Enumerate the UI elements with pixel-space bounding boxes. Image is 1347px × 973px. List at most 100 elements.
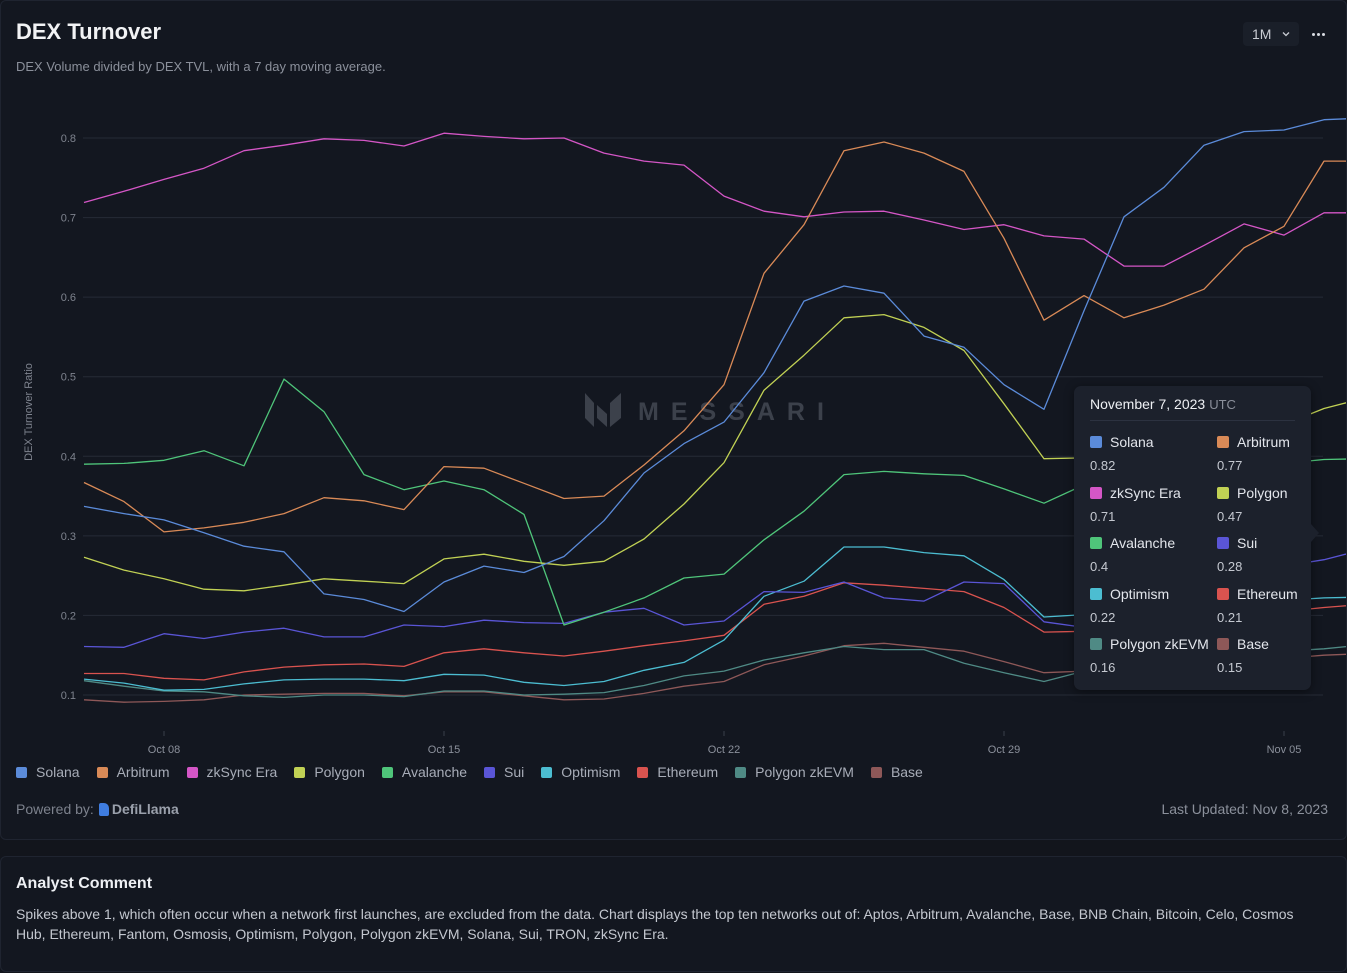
tooltip-item-value: 0.22 — [1090, 609, 1116, 625]
defillama-logo-icon — [98, 802, 109, 816]
y-tick-label: 0.3 — [61, 531, 76, 543]
tooltip-item-name: Ethereum — [1217, 586, 1310, 602]
tooltip-swatch — [1217, 486, 1229, 499]
legend-label: Arbitrum — [116, 764, 170, 780]
tooltip-timezone: UTC — [1209, 397, 1236, 412]
legend-item-polygon-zkevm[interactable]: Polygon zkEVM — [735, 764, 854, 780]
tooltip-series-name: Ethereum — [1237, 585, 1298, 602]
legend-label: Avalanche — [401, 764, 468, 780]
tooltip-series-name: Sui — [1237, 535, 1258, 551]
series-line-zksync-era[interactable] — [83, 132, 1346, 267]
tooltip-item: Ethereum 0.21 — [1217, 586, 1310, 632]
legend-item-arbitrum[interactable]: Arbitrum — [96, 764, 170, 780]
tooltip-swatch — [1090, 638, 1102, 650]
legend-label: zkSync Era — [206, 764, 278, 780]
tooltip-item: Polygon 0.47 — [1217, 485, 1310, 531]
tooltip-swatch — [1217, 436, 1229, 448]
y-axis-ticks: 0.1 0.2 0.3 0.4 0.5 0.6 0.7 0.8 — [61, 133, 76, 702]
tooltip-item: Optimism 0.22 — [1090, 586, 1217, 632]
chart-tooltip: November 7, 2023 UTC Solana 0.82 Arbitrum 0.… — [1074, 386, 1319, 690]
tooltip-item-value: 0.82 — [1090, 458, 1116, 473]
tooltip-item-value: 0.4 — [1090, 559, 1109, 574]
analyst-comment-body: Spikes above 1, which often occur when a… — [16, 906, 1294, 942]
tooltip-item-name: Solana — [1090, 434, 1217, 450]
tooltip-series-name: Optimism — [1110, 585, 1170, 602]
legend-swatch — [186, 766, 198, 778]
tooltip-item-value: 0.15 — [1217, 660, 1243, 675]
legend-swatch — [381, 766, 393, 778]
legend-label: Polygon — [314, 764, 365, 780]
tooltip-swatch — [1090, 436, 1102, 448]
tooltip-item: Polygon zkEVM 0.16 — [1090, 636, 1217, 682]
tooltip-divider — [1090, 420, 1295, 421]
tooltip-swatch — [1090, 537, 1102, 549]
tooltip-item: Avalanche 0.4 — [1090, 535, 1217, 581]
x-tick-label: Oct 29 — [988, 744, 1020, 756]
tooltip-item-value: 0.71 — [1090, 508, 1116, 524]
powered-by: Powered by: DefiLlama — [16, 801, 179, 817]
series-line-solana[interactable] — [83, 118, 1346, 613]
chart-subtitle: DEX Volume divided by DEX TVL, with a 7 … — [16, 59, 386, 74]
x-tick-label: Oct 15 — [428, 744, 460, 756]
tooltip-item-name: Arbitrum — [1217, 434, 1310, 450]
chevron-down-icon — [1282, 32, 1290, 37]
legend-item-optimism[interactable]: Optimism — [541, 764, 620, 780]
time-range-value: 1M — [1252, 26, 1272, 42]
watermark-text: MESSARI — [638, 398, 836, 426]
chart-legend: Solana Arbitrum zkSync Era Polygon Avalanche… — [16, 764, 940, 780]
tooltip-items: Solana 0.82 Arbitrum 0.77 zkSync Era 0.71 Poly… — [1090, 434, 1310, 682]
tooltip-item-value: 0.47 — [1217, 508, 1243, 524]
last-updated: Last Updated: Nov 8, 2023 — [1161, 801, 1328, 817]
tooltip-item-name: Sui — [1217, 535, 1310, 551]
tooltip-swatch — [1217, 537, 1229, 549]
line-chart[interactable]: 0.1 0.2 0.3 0.4 0.5 0.6 0.7 0.8 DEX Turnover Ra… — [1, 1, 1346, 761]
tooltip-item-name: Base — [1217, 636, 1310, 652]
tooltip-item-name: Polygon zkEVM — [1090, 636, 1217, 652]
legend-swatch — [870, 766, 882, 778]
legend-item-avalanche[interactable]: Avalanche — [381, 764, 468, 780]
legend-item-base[interactable]: Base — [870, 764, 923, 780]
tooltip-series-name: Arbitrum — [1237, 434, 1290, 450]
tooltip-swatch — [1090, 587, 1102, 600]
more-horizontal-icon — [1311, 32, 1315, 36]
legend-label: Solana — [36, 764, 80, 780]
legend-item-polygon[interactable]: Polygon — [294, 764, 365, 780]
y-tick-label: 0.1 — [61, 690, 76, 702]
legend-swatch — [735, 766, 747, 778]
tooltip-item-value: 0.28 — [1217, 559, 1243, 574]
legend-item-solana[interactable]: Solana — [16, 764, 80, 780]
legend-label: Sui — [504, 764, 525, 780]
legend-item-zksync-era[interactable]: zkSync Era — [186, 764, 278, 780]
y-axis-label: DEX Turnover Ratio — [23, 363, 35, 461]
x-tick-label: Oct 22 — [708, 744, 740, 756]
tooltip-item-name: Optimism — [1090, 586, 1217, 602]
y-tick-label: 0.4 — [61, 451, 76, 463]
tooltip-swatch — [1217, 587, 1229, 600]
tooltip-item: Base 0.15 — [1217, 636, 1310, 682]
y-tick-label: 0.8 — [61, 133, 76, 145]
legend-item-ethereum[interactable]: Ethereum — [637, 764, 718, 780]
tooltip-item: zkSync Era 0.71 — [1090, 485, 1217, 531]
tooltip-item: Solana 0.82 — [1090, 434, 1217, 480]
legend-swatch — [96, 766, 108, 778]
tooltip-item-value: 0.16 — [1090, 660, 1116, 675]
more-dot — [1316, 32, 1320, 36]
legend-item-sui[interactable]: Sui — [484, 764, 524, 780]
tooltip-item-value: 0.77 — [1217, 458, 1243, 473]
time-range-select[interactable]: 1M — [1243, 22, 1299, 46]
legend-swatch — [16, 766, 27, 778]
chart-card: DEX Turnover DEX Volume divided by DEX T… — [0, 0, 1347, 840]
analyst-comment-card: Analyst Comment Spikes above 1, which of… — [0, 856, 1347, 972]
powered-by-brand[interactable]: DefiLlama — [111, 801, 179, 817]
tooltip-series-name: Polygon — [1237, 484, 1288, 501]
tooltip-swatch — [1090, 486, 1102, 499]
tooltip-series-name: Solana — [1110, 434, 1154, 450]
tooltip-series-name: Base — [1237, 636, 1269, 652]
tooltip-item: Sui 0.28 — [1217, 535, 1310, 581]
legend-label: Ethereum — [657, 764, 719, 780]
series-line-arbitrum[interactable] — [83, 141, 1346, 533]
more-options-button[interactable] — [1307, 23, 1329, 45]
legend-label: Optimism — [561, 764, 621, 780]
messari-watermark: MESSARI — [585, 393, 836, 427]
y-tick-label: 0.6 — [61, 292, 76, 304]
